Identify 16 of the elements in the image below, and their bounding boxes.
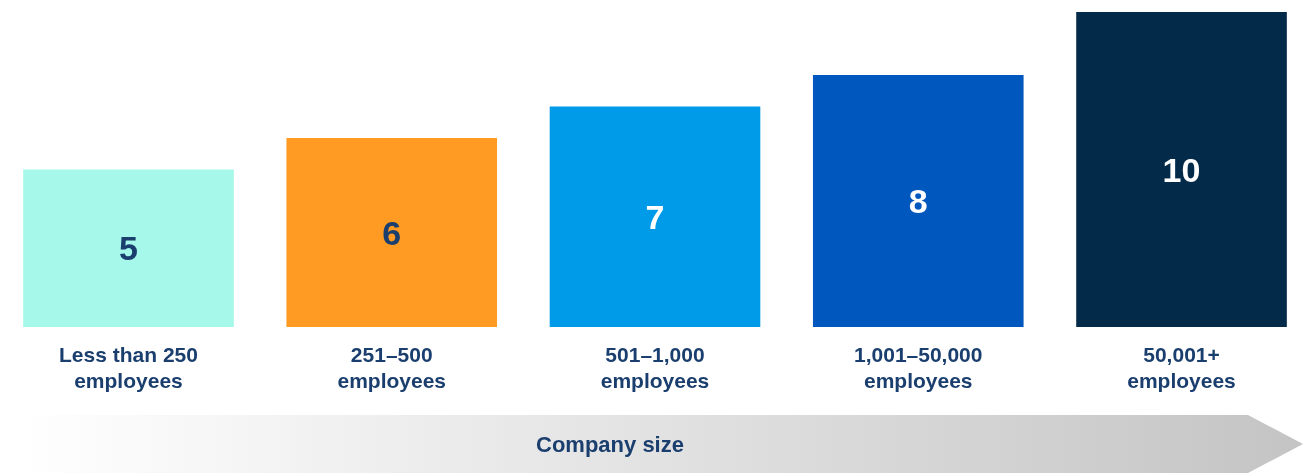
bar bbox=[1076, 12, 1287, 327]
bar bbox=[286, 138, 498, 327]
data-label: 6 bbox=[382, 213, 402, 252]
x-tick-label: Less than 250 employees bbox=[59, 343, 198, 392]
x-tick-label: 50,001+ employees bbox=[1127, 343, 1236, 392]
bar bbox=[23, 169, 234, 327]
data-label: 8 bbox=[908, 182, 928, 220]
data-label: 7 bbox=[645, 197, 665, 236]
bar bbox=[549, 106, 761, 327]
x-tick-label: 251–500 employees bbox=[337, 343, 447, 392]
x-axis-title: Company size bbox=[536, 432, 684, 457]
x-tick-label: 1,001–50,000 employees bbox=[854, 343, 983, 392]
bar bbox=[812, 75, 1024, 327]
x-tick-label: 501–1,000 employees bbox=[600, 343, 710, 392]
data-label: 10 bbox=[1162, 150, 1201, 189]
data-label: 5 bbox=[119, 229, 138, 268]
